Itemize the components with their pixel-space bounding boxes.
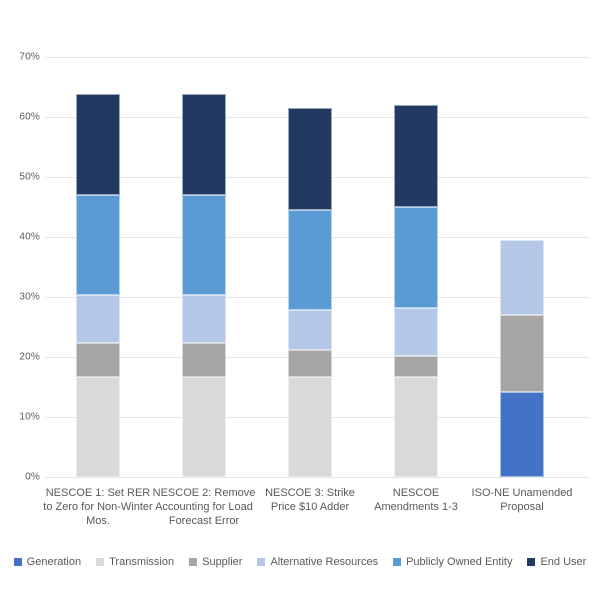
- legend-item-publicly-owned-entity: Publicly Owned Entity: [393, 556, 512, 568]
- legend-item-transmission: Transmission: [96, 556, 174, 568]
- bar-segment-supplier-5: [500, 315, 544, 392]
- legend-item-generation: Generation: [13, 556, 82, 568]
- bar-segment-publicly-owned-entity-2: [182, 195, 226, 296]
- legend-label-transmission: Transmission: [109, 556, 175, 568]
- legend-swatch-transmission: [96, 558, 105, 566]
- bar-segment-transmission-1: [76, 376, 120, 477]
- bar-segment-transmission-2: [182, 376, 226, 477]
- bar-segment-generation-5: [500, 391, 544, 477]
- y-axis-tick-30: 30%: [19, 291, 40, 303]
- legend-swatch-generation: [13, 558, 22, 566]
- bar-segment-end-user-2: [182, 93, 226, 195]
- legend: Generation Transmission Supplier Alternativ…: [0, 552, 600, 572]
- y-axis-tick-10: 10%: [19, 411, 40, 423]
- y-axis-tick-70: 70%: [19, 51, 40, 63]
- gridline-0: [45, 477, 590, 478]
- bar-segment-publicly-owned-entity-3: [288, 210, 332, 311]
- x-axis-label-1: NESCOE 1: Set RER to Zero for Non-Winter…: [43, 487, 153, 527]
- legend-label-generation: Generation: [26, 556, 82, 568]
- legend-swatch-alternative-resources: [257, 558, 266, 566]
- legend-swatch-end-user: [527, 558, 536, 566]
- y-axis-tick-20: 20%: [19, 351, 40, 363]
- bar-segment-supplier-4: [394, 355, 438, 377]
- x-axis-label-5: ISO-NE Unamended Proposal: [471, 487, 573, 513]
- x-axis-label-3: NESCOE 3: Strike Price $10 Adder: [265, 487, 355, 513]
- legend-label-publicly-owned-entity: Publicly Owned Entity: [406, 556, 513, 568]
- legend-swatch-publicly-owned-entity: [393, 558, 402, 566]
- y-axis-tick-0: 0%: [25, 471, 40, 483]
- bar-segment-alternative-resources-3: [288, 310, 332, 351]
- bar-segment-supplier-3: [288, 350, 332, 377]
- legend-label-supplier: Supplier: [202, 556, 243, 568]
- legend-label-end-user: End User: [540, 556, 587, 568]
- y-axis-tick-40: 40%: [19, 231, 40, 243]
- x-axis-label-4: NESCOE Amendments 1-3: [374, 487, 458, 513]
- bar-segment-transmission-4: [394, 376, 438, 477]
- y-axis-tick-60: 60%: [19, 111, 40, 123]
- legend-item-end-user: End User: [527, 556, 586, 568]
- bar-segment-alternative-resources-2: [182, 295, 226, 344]
- bar-segment-alternative-resources-1: [76, 295, 120, 344]
- bar-segment-transmission-3: [288, 376, 332, 477]
- bar-segment-publicly-owned-entity-1: [76, 195, 120, 296]
- bar-segment-end-user-1: [76, 93, 120, 195]
- legend-item-supplier: Supplier: [189, 556, 242, 568]
- gridline-70: [45, 57, 590, 58]
- legend-label-alternative-resources: Alternative Resources: [270, 556, 379, 568]
- bar-segment-supplier-1: [76, 343, 120, 377]
- bar-segment-alternative-resources-5: [500, 240, 544, 315]
- bar-segment-supplier-2: [182, 343, 226, 377]
- legend-swatch-supplier: [189, 558, 198, 566]
- bar-segment-end-user-4: [394, 105, 438, 207]
- legend-item-alternative-resources: Alternative Resources: [257, 556, 378, 568]
- x-axis-label-2: NESCOE 2: Remove Accounting for Load For…: [152, 487, 256, 527]
- bar-segment-end-user-3: [288, 108, 332, 210]
- bar-segment-alternative-resources-4: [394, 307, 438, 356]
- bar-segment-publicly-owned-entity-4: [394, 207, 438, 308]
- y-axis-tick-50: 50%: [19, 171, 40, 183]
